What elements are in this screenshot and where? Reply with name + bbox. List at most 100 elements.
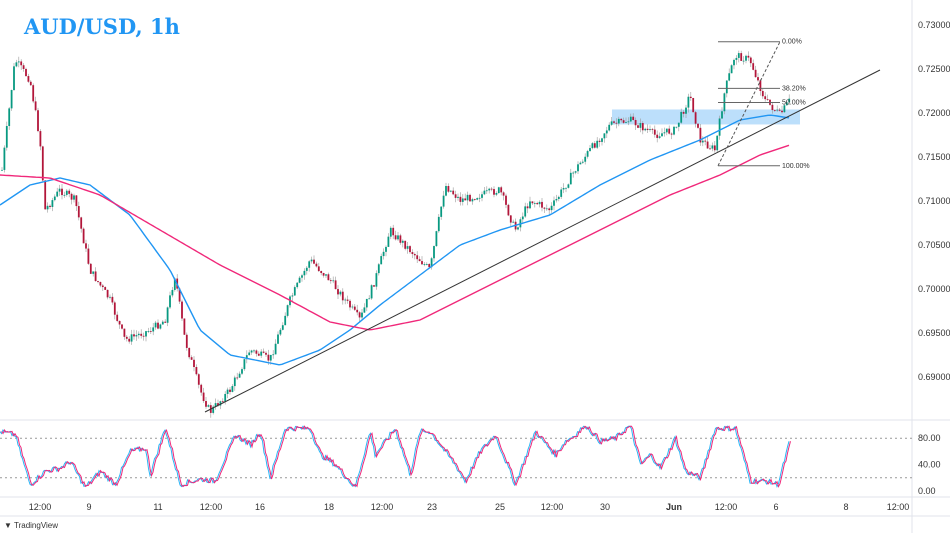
candle [572,172,575,174]
candle [25,68,27,77]
candle [178,288,181,302]
candle [536,203,539,205]
candle [509,215,512,223]
candle [377,264,380,274]
candle [325,274,327,276]
candle [507,204,510,216]
candle [757,77,759,81]
candle [610,121,613,125]
candle [250,350,253,353]
candle [349,300,351,308]
candle [159,324,162,329]
candle [353,306,356,310]
candle [478,197,481,199]
candle [603,133,606,139]
candle [730,65,733,74]
candle [634,119,637,126]
candle [145,331,147,337]
candle [675,126,678,128]
candle [212,406,215,413]
candle [689,96,692,99]
time-tick-label: 16 [255,502,265,512]
candle [202,392,205,402]
time-tick-label: 9 [86,502,91,512]
candle [413,254,416,256]
candle [418,259,421,262]
candle [505,195,507,205]
candle [557,196,560,199]
candle [1,169,3,171]
candle [641,123,644,131]
candle [373,285,375,287]
candle [497,187,500,194]
candle [293,287,296,296]
candle [58,188,61,192]
candle [531,201,534,204]
price-tick-label: 0.72000 [918,108,950,118]
candle [161,321,164,325]
candle [591,143,594,149]
candle [711,145,714,149]
candle [721,111,723,119]
candle [368,298,371,300]
candle [77,206,80,218]
candle [466,194,469,201]
candle [63,194,66,196]
time-tick-label: 30 [600,502,610,512]
candle [615,122,618,124]
candle [322,273,325,276]
moving-average-slow [0,144,790,331]
candle [653,129,656,135]
candle [130,334,133,342]
candle [469,194,471,202]
candle [380,256,383,265]
candle [673,126,675,135]
candle [70,193,73,200]
candle [567,184,570,188]
candle [169,295,171,308]
candle [533,203,536,204]
candle [99,281,102,286]
candle [428,263,431,268]
candle [320,271,323,274]
candle [277,334,279,344]
candle [718,118,721,136]
candle [445,186,447,196]
candle [421,261,423,265]
candle [589,148,591,152]
candle [665,128,668,133]
candle [149,331,152,332]
candle [773,110,776,111]
price-tick-label: 0.71500 [918,152,950,162]
candle [317,266,320,272]
candle [137,333,140,336]
candle [82,228,85,244]
moving-average-fast [0,114,790,366]
candle [257,353,260,356]
candle [656,134,659,138]
candle [771,104,774,111]
time-tick-label: 12:00 [541,502,564,512]
candle [171,289,174,296]
candle [296,282,299,288]
candle [361,312,363,318]
candle [778,109,781,111]
candle [116,314,119,321]
candle [133,334,135,337]
price-tick-label: 0.70000 [918,284,950,294]
candle [749,57,752,64]
candle [502,192,505,196]
candle [538,201,541,205]
candle [493,189,495,195]
candle [625,122,627,123]
candle [286,305,289,316]
candle [94,271,97,282]
candle [185,334,188,348]
candle [740,53,743,61]
candle [22,65,25,69]
stochastic-tick-label: 0.00 [918,486,936,496]
candle [17,61,20,63]
candle [471,199,474,202]
time-tick-label: 6 [773,502,778,512]
